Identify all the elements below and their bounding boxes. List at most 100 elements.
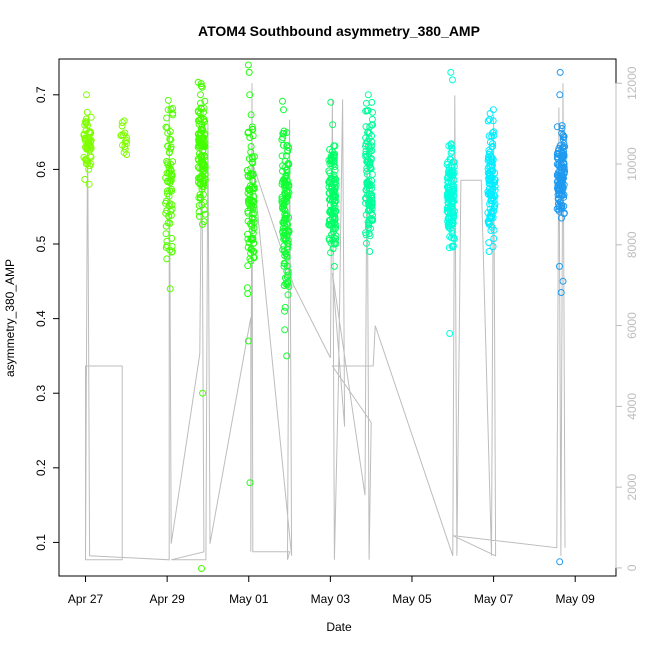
y-tick-label: 0.2 bbox=[34, 459, 48, 476]
data-point bbox=[284, 146, 292, 154]
data-point bbox=[123, 151, 131, 158]
x-tick-label: Apr 29 bbox=[149, 592, 185, 606]
data-point bbox=[197, 115, 205, 123]
data-point bbox=[248, 123, 256, 131]
data-point bbox=[488, 143, 496, 151]
point-cluster bbox=[80, 91, 95, 188]
x-tick-label: Apr 27 bbox=[68, 592, 104, 606]
data-point bbox=[485, 156, 493, 164]
plot-frame bbox=[58, 58, 617, 577]
data-point bbox=[282, 235, 290, 243]
data-point bbox=[362, 153, 370, 161]
data-point bbox=[284, 221, 291, 229]
x-axis: Apr 27 Apr 29 May 01 May 03 May 05 May 07 May … bbox=[68, 575, 595, 606]
data-point bbox=[283, 281, 291, 289]
data-point bbox=[363, 178, 371, 186]
data-point bbox=[200, 206, 208, 214]
data-point bbox=[162, 199, 169, 207]
data-point bbox=[555, 184, 563, 192]
y2-tick-label: 2000 bbox=[625, 473, 639, 500]
data-point bbox=[485, 239, 493, 247]
data-point bbox=[328, 160, 336, 167]
data-point bbox=[196, 174, 204, 182]
data-point bbox=[447, 68, 455, 76]
data-point bbox=[447, 162, 455, 170]
data-point bbox=[365, 220, 373, 228]
data-point bbox=[83, 91, 90, 99]
y2-tick-label: 10000 bbox=[625, 147, 639, 181]
data-point bbox=[169, 104, 177, 112]
data-point bbox=[167, 211, 175, 219]
data-point bbox=[445, 244, 453, 252]
data-point bbox=[332, 232, 340, 240]
data-point bbox=[490, 128, 498, 136]
data-point bbox=[244, 129, 252, 137]
data-point bbox=[245, 68, 253, 76]
data-point bbox=[164, 142, 172, 150]
data-point bbox=[281, 191, 289, 199]
data-point bbox=[164, 159, 172, 167]
data-point bbox=[363, 164, 371, 172]
data-point bbox=[558, 125, 566, 132]
data-point bbox=[166, 135, 174, 143]
data-point bbox=[558, 122, 566, 130]
y-tick-label: 0.7 bbox=[34, 86, 48, 103]
data-point bbox=[283, 220, 290, 228]
data-point bbox=[279, 204, 287, 212]
data-point bbox=[362, 99, 370, 107]
data-point bbox=[489, 161, 496, 169]
data-point bbox=[447, 140, 455, 148]
x-tick-label: May 07 bbox=[474, 592, 514, 606]
data-point bbox=[121, 143, 129, 150]
data-point bbox=[87, 113, 95, 121]
series-line bbox=[84, 83, 566, 561]
data-point bbox=[362, 195, 370, 203]
data-point bbox=[365, 129, 373, 137]
data-point bbox=[164, 190, 171, 198]
data-point bbox=[120, 131, 128, 139]
data-point bbox=[166, 200, 174, 208]
data-point bbox=[366, 143, 374, 151]
data-point bbox=[489, 167, 497, 175]
data-point bbox=[244, 337, 252, 345]
data-point bbox=[248, 234, 256, 242]
point-cluster bbox=[278, 97, 293, 360]
data-point bbox=[325, 235, 333, 242]
data-point bbox=[369, 211, 376, 219]
data-point bbox=[557, 160, 565, 168]
data-point bbox=[489, 117, 497, 125]
data-point bbox=[446, 330, 454, 337]
data-point bbox=[363, 138, 371, 145]
data-point bbox=[280, 106, 287, 114]
data-point bbox=[283, 352, 291, 360]
y2-tick-label: 0 bbox=[625, 564, 639, 571]
data-point bbox=[197, 82, 205, 90]
right-axis-line-series bbox=[84, 83, 566, 561]
data-point bbox=[280, 176, 288, 183]
data-point bbox=[450, 234, 458, 242]
data-point bbox=[281, 210, 289, 218]
data-point bbox=[362, 199, 370, 207]
data-point bbox=[83, 108, 91, 116]
y-tick-label: 0.3 bbox=[34, 385, 48, 402]
data-point bbox=[167, 106, 175, 113]
data-point bbox=[168, 248, 176, 256]
data-point bbox=[199, 389, 207, 397]
data-point bbox=[199, 147, 206, 155]
data-point bbox=[330, 176, 338, 184]
data-point bbox=[284, 181, 292, 189]
data-point bbox=[555, 151, 563, 158]
data-point bbox=[197, 80, 205, 88]
x-tick-label: May 05 bbox=[392, 592, 432, 606]
data-point bbox=[557, 289, 565, 296]
data-point bbox=[327, 249, 335, 257]
data-point bbox=[365, 201, 373, 208]
data-point bbox=[490, 204, 498, 212]
data-point bbox=[556, 91, 564, 99]
data-point bbox=[485, 248, 493, 255]
data-point bbox=[198, 152, 206, 160]
data-point bbox=[200, 152, 208, 160]
data-point bbox=[246, 91, 254, 99]
data-point bbox=[281, 307, 288, 315]
data-point bbox=[487, 227, 495, 234]
